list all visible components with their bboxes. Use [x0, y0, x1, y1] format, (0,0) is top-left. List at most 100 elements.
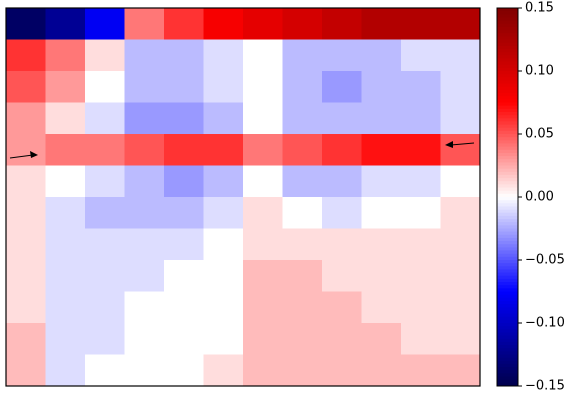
colorbar-segment — [497, 307, 518, 311]
heatmap-cell — [6, 71, 46, 103]
colorbar-segment — [497, 93, 518, 97]
heatmap-cell — [282, 323, 323, 355]
heatmap-cell — [164, 228, 204, 261]
heatmap-cell — [85, 197, 125, 229]
colorbar-segment — [497, 83, 518, 88]
heatmap-cell — [401, 260, 441, 292]
colorbar-segment — [497, 310, 518, 315]
colorbar-segment — [497, 341, 518, 346]
colorbar-segment — [497, 80, 518, 85]
colorbar-segment — [497, 357, 518, 362]
colorbar-segment — [497, 140, 518, 144]
heatmap-cell — [85, 228, 125, 261]
heatmap-cell — [45, 102, 86, 135]
colorbar-segment — [497, 17, 518, 22]
colorbar-segment — [497, 360, 518, 365]
heatmap-cell — [203, 260, 244, 292]
colorbar-segment — [497, 99, 518, 103]
heatmap-cell — [203, 71, 244, 103]
heatmap-cell — [6, 291, 46, 324]
heatmap-cell — [401, 197, 441, 229]
colorbar-segment — [497, 291, 518, 296]
heatmap-cell — [243, 260, 283, 292]
heatmap-cell — [322, 291, 362, 324]
heatmap-cell — [85, 291, 125, 324]
colorbar-segment — [497, 260, 518, 264]
heatmap-cell — [45, 134, 86, 166]
colorbar-segment — [497, 231, 518, 236]
heatmap-cell — [440, 71, 481, 103]
heatmap-cell — [243, 323, 283, 355]
colorbar-segment — [497, 382, 518, 387]
heatmap-cell — [6, 165, 46, 198]
heatmap-cell — [6, 197, 46, 229]
colorbar-segment — [497, 225, 518, 229]
colorbar-tick-label: −0.05 — [525, 253, 565, 268]
heatmap-cell — [243, 71, 283, 103]
colorbar-segment — [497, 89, 518, 94]
heatmap-cell — [124, 260, 165, 292]
colorbar-segment — [497, 111, 518, 116]
heatmap-cell — [322, 71, 362, 103]
colorbar-segment — [497, 256, 518, 261]
heatmap-cell — [361, 134, 402, 166]
colorbar-segment — [497, 319, 518, 324]
colorbar-segment — [497, 338, 518, 343]
heatmap-cell — [440, 291, 481, 324]
heatmap-cell — [322, 323, 362, 355]
colorbar-segment — [497, 215, 518, 220]
colorbar-segment — [497, 193, 518, 198]
heatmap-cell — [361, 39, 402, 72]
colorbar-segment — [497, 8, 518, 12]
heatmap-cell — [6, 39, 46, 72]
colorbar-segment — [497, 379, 518, 384]
colorbar-segment — [497, 33, 518, 37]
colorbar-segment — [497, 297, 518, 302]
heatmap-cell — [243, 102, 283, 135]
heatmap-cell — [164, 39, 204, 72]
heatmap-cell — [85, 323, 125, 355]
colorbar-segment — [497, 282, 518, 286]
colorbar-segment — [497, 165, 518, 170]
heatmap-cell — [401, 102, 441, 135]
colorbar-segment — [497, 152, 518, 157]
colorbar-segment — [497, 351, 518, 355]
heatmap-cell — [401, 228, 441, 261]
heatmap-cell — [361, 165, 402, 198]
colorbar-segment — [497, 30, 518, 34]
colorbar-segment — [497, 23, 518, 28]
heatmap-cell — [282, 71, 323, 103]
colorbar-segment — [497, 146, 518, 151]
heatmap-cell — [45, 354, 86, 387]
colorbar-segment — [497, 313, 518, 318]
colorbar-segment — [497, 275, 518, 280]
colorbar-segment — [497, 48, 518, 53]
colorbar-segment — [497, 130, 518, 135]
colorbar-segment — [497, 168, 518, 173]
heatmap-cell — [124, 8, 165, 40]
heatmap-cell — [124, 291, 165, 324]
heatmap-cell — [243, 39, 283, 72]
heatmap-cell — [361, 228, 402, 261]
heatmap-cell — [282, 197, 323, 229]
colorbar-segment — [497, 253, 518, 258]
colorbar-segment — [497, 304, 518, 308]
colorbar-segment — [497, 11, 518, 15]
heatmap-cell — [203, 197, 244, 229]
heatmap-cell — [440, 165, 481, 198]
heatmap — [6, 8, 481, 387]
heatmap-cell — [203, 354, 244, 387]
colorbar-segment — [497, 269, 518, 274]
colorbar-segment — [497, 74, 518, 78]
heatmap-cell — [124, 102, 165, 135]
heatmap-cell — [282, 102, 323, 135]
heatmap-cell — [203, 8, 244, 40]
colorbar-segment — [497, 373, 518, 378]
heatmap-cell — [124, 39, 165, 72]
colorbar-segment — [497, 61, 518, 66]
colorbar-segment — [497, 26, 518, 31]
heatmap-cell — [203, 291, 244, 324]
heatmap-cell — [243, 354, 283, 387]
colorbar-segment — [497, 39, 518, 44]
arrow-left — [9, 151, 38, 159]
